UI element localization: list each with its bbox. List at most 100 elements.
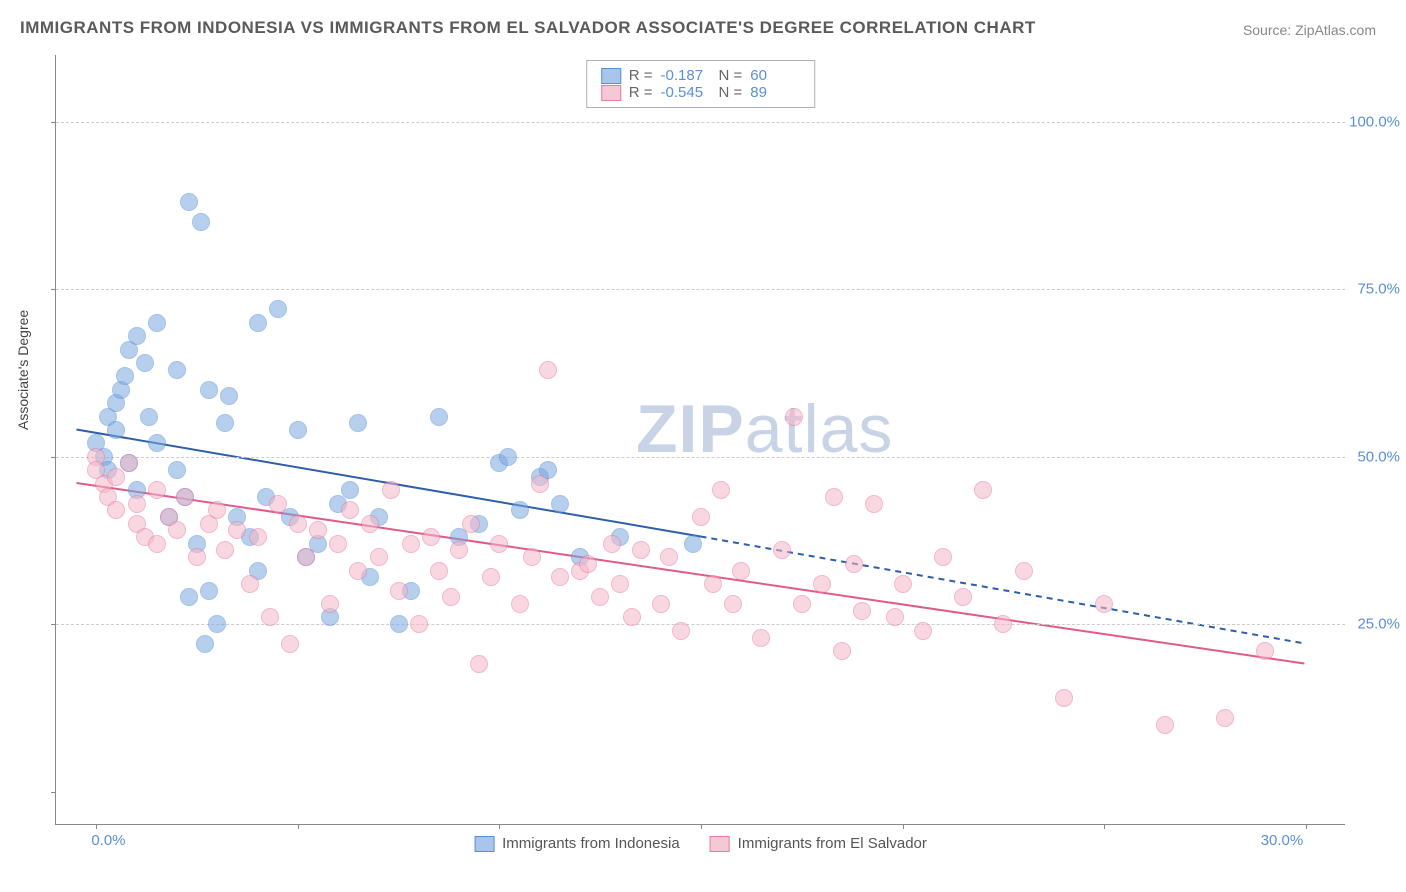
y-tick-label: 50.0% xyxy=(1357,448,1400,465)
scatter-point xyxy=(825,488,843,506)
scatter-point xyxy=(136,354,154,372)
trendlines-layer xyxy=(56,55,1345,824)
stat-n-value: 60 xyxy=(750,67,800,84)
scatter-point xyxy=(914,622,932,640)
scatter-point xyxy=(120,454,138,472)
scatter-point xyxy=(148,481,166,499)
scatter-point xyxy=(216,414,234,432)
scatter-point xyxy=(269,495,287,513)
scatter-point xyxy=(361,515,379,533)
scatter-point xyxy=(833,642,851,660)
scatter-point xyxy=(523,548,541,566)
legend-swatch xyxy=(710,836,730,852)
scatter-point xyxy=(482,568,500,586)
stats-row: R =-0.187N =60 xyxy=(601,67,801,84)
scatter-point xyxy=(442,588,460,606)
scatter-point xyxy=(128,495,146,513)
x-tick-mark xyxy=(1306,824,1307,829)
stats-legend-box: R =-0.187N =60R =-0.545N =89 xyxy=(586,60,816,108)
chart-container: IMMIGRANTS FROM INDONESIA VS IMMIGRANTS … xyxy=(0,0,1406,892)
scatter-point xyxy=(148,434,166,452)
stats-swatch xyxy=(601,85,621,101)
stat-r-value: -0.545 xyxy=(661,84,711,101)
scatter-point xyxy=(349,414,367,432)
scatter-point xyxy=(490,535,508,553)
scatter-point xyxy=(148,535,166,553)
scatter-point xyxy=(712,481,730,499)
legend-item: Immigrants from El Salvador xyxy=(710,835,927,852)
scatter-point xyxy=(188,548,206,566)
scatter-point xyxy=(216,541,234,559)
scatter-point xyxy=(623,608,641,626)
scatter-point xyxy=(220,387,238,405)
scatter-point xyxy=(724,595,742,613)
scatter-point xyxy=(180,588,198,606)
scatter-point xyxy=(994,615,1012,633)
y-tick-mark xyxy=(51,122,56,123)
scatter-point xyxy=(773,541,791,559)
stat-n-label: N = xyxy=(719,84,743,101)
scatter-point xyxy=(249,314,267,332)
scatter-point xyxy=(107,501,125,519)
scatter-point xyxy=(539,361,557,379)
x-tick-mark xyxy=(701,824,702,829)
scatter-point xyxy=(341,501,359,519)
scatter-point xyxy=(430,562,448,580)
scatter-point xyxy=(934,548,952,566)
scatter-point xyxy=(511,501,529,519)
scatter-point xyxy=(289,421,307,439)
scatter-point xyxy=(128,327,146,345)
scatter-point xyxy=(269,300,287,318)
scatter-point xyxy=(289,515,307,533)
scatter-point xyxy=(148,314,166,332)
scatter-point xyxy=(370,548,388,566)
scatter-point xyxy=(107,421,125,439)
scatter-point xyxy=(329,535,347,553)
scatter-point xyxy=(660,548,678,566)
scatter-point xyxy=(845,555,863,573)
series-legend: Immigrants from Indonesia Immigrants from… xyxy=(474,835,927,852)
scatter-point xyxy=(632,541,650,559)
x-tick-mark xyxy=(903,824,904,829)
y-tick-label: 25.0% xyxy=(1357,616,1400,633)
scatter-point xyxy=(176,488,194,506)
x-tick-mark xyxy=(298,824,299,829)
scatter-point xyxy=(281,635,299,653)
scatter-point xyxy=(450,541,468,559)
scatter-point xyxy=(732,562,750,580)
source-attribution: Source: ZipAtlas.com xyxy=(1243,22,1376,38)
scatter-point xyxy=(1156,716,1174,734)
scatter-point xyxy=(390,615,408,633)
scatter-point xyxy=(611,575,629,593)
legend-item: Immigrants from Indonesia xyxy=(474,835,680,852)
x-tick-label: 30.0% xyxy=(1261,832,1304,849)
plot-area: ZIPatlas R =-0.187N =60R =-0.545N =89 Im… xyxy=(55,55,1345,825)
scatter-point xyxy=(200,582,218,600)
scatter-point xyxy=(1095,595,1113,613)
stat-r-value: -0.187 xyxy=(661,67,711,84)
scatter-point xyxy=(511,595,529,613)
gridline xyxy=(56,457,1345,458)
scatter-point xyxy=(470,655,488,673)
watermark-bold: ZIP xyxy=(636,391,745,467)
scatter-point xyxy=(228,521,246,539)
y-axis-label: Associate's Degree xyxy=(15,310,31,430)
scatter-point xyxy=(168,361,186,379)
scatter-point xyxy=(390,582,408,600)
scatter-point xyxy=(894,575,912,593)
stats-row: R =-0.545N =89 xyxy=(601,84,801,101)
scatter-point xyxy=(241,575,259,593)
y-tick-mark xyxy=(51,457,56,458)
scatter-point xyxy=(168,461,186,479)
scatter-point xyxy=(249,528,267,546)
scatter-point xyxy=(1256,642,1274,660)
scatter-point xyxy=(410,615,428,633)
scatter-point xyxy=(603,535,621,553)
scatter-point xyxy=(752,629,770,647)
scatter-point xyxy=(974,481,992,499)
y-tick-label: 75.0% xyxy=(1357,281,1400,298)
scatter-point xyxy=(430,408,448,426)
scatter-point xyxy=(793,595,811,613)
legend-label: Immigrants from El Salvador xyxy=(738,835,927,852)
gridline xyxy=(56,289,1345,290)
